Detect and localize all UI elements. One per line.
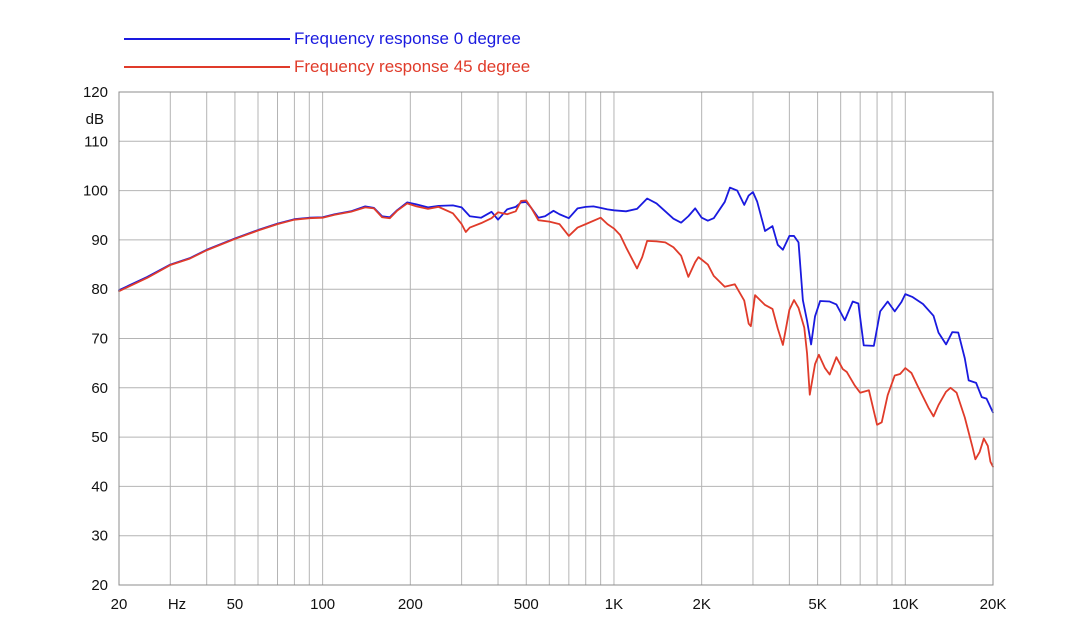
- x-tick-label: 100: [310, 596, 335, 613]
- series-lines: [118, 186, 994, 468]
- y-tick-label: 50: [91, 429, 108, 446]
- y-tick-label: 20: [91, 577, 108, 594]
- plot-frame: [118, 91, 994, 586]
- legend: Frequency response 0 degree Frequency re…: [124, 29, 530, 76]
- x-tick-label: 500: [514, 596, 539, 613]
- grid: [118, 91, 994, 586]
- series-line-0: [118, 186, 994, 414]
- x-tick-label: 50: [227, 596, 244, 613]
- y-axis-ticks: 20 30 40 50 60 70 80 90 100 110 120: [83, 84, 108, 594]
- legend-entry-series-0: Frequency response 0 degree: [294, 29, 521, 48]
- x-tick-label: 2K: [692, 596, 710, 613]
- x-tick-label: 20: [111, 596, 128, 613]
- x-axis-ticks: 20 50 100 200 500 1K 2K 5K 10K 20K: [111, 596, 1007, 613]
- y-tick-label: 80: [91, 281, 108, 298]
- y-tick-label: 30: [91, 528, 108, 545]
- x-tick-label: 10K: [892, 596, 919, 613]
- y-tick-label: 40: [91, 478, 108, 495]
- x-tick-label: 20K: [980, 596, 1007, 613]
- y-tick-label: 100: [83, 183, 108, 200]
- y-tick-label: 110: [84, 133, 108, 150]
- y-tick-label: 120: [83, 84, 108, 101]
- y-tick-label: 70: [91, 331, 108, 348]
- legend-entry-series-1: Frequency response 45 degree: [294, 57, 530, 76]
- x-tick-label: 200: [398, 596, 423, 613]
- x-tick-label: 1K: [605, 596, 623, 613]
- series-line-1: [118, 199, 994, 468]
- y-tick-label: 90: [91, 232, 108, 249]
- y-tick-label: 60: [91, 380, 108, 397]
- y-axis-label: dB: [86, 111, 104, 128]
- x-axis-unit-label: Hz: [168, 596, 186, 613]
- x-tick-label: 5K: [808, 596, 826, 613]
